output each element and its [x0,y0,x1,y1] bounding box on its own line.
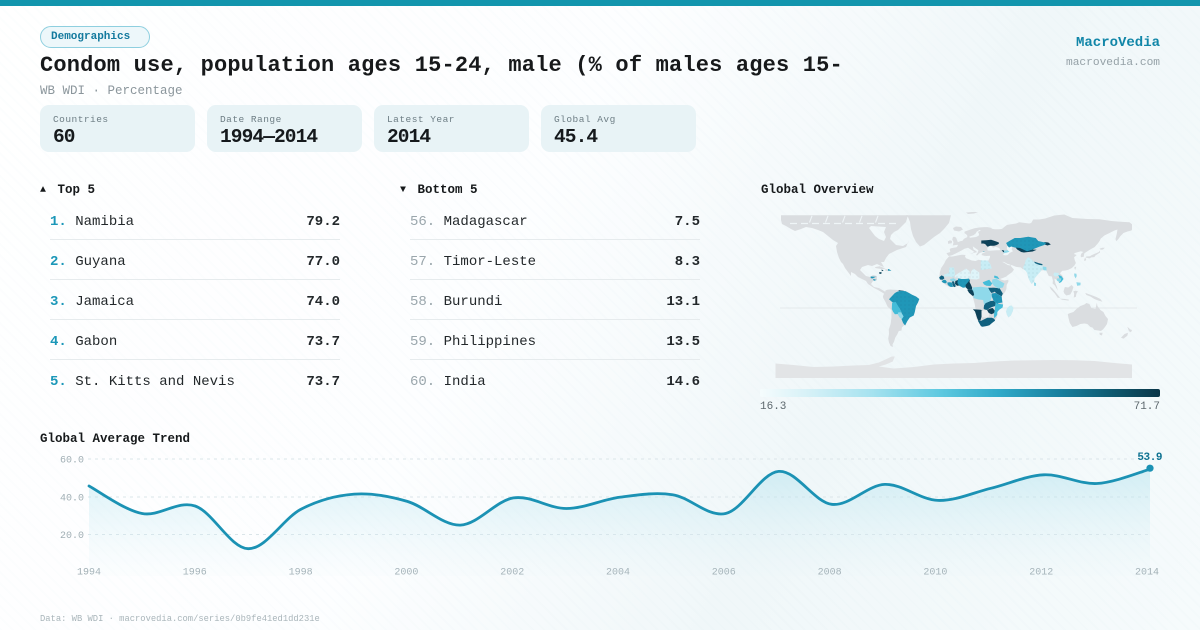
svg-text:60.0: 60.0 [60,456,84,467]
svg-text:20.0: 20.0 [60,531,84,542]
svg-text:53.9: 53.9 [1137,452,1162,464]
svg-text:40.0: 40.0 [60,494,84,505]
